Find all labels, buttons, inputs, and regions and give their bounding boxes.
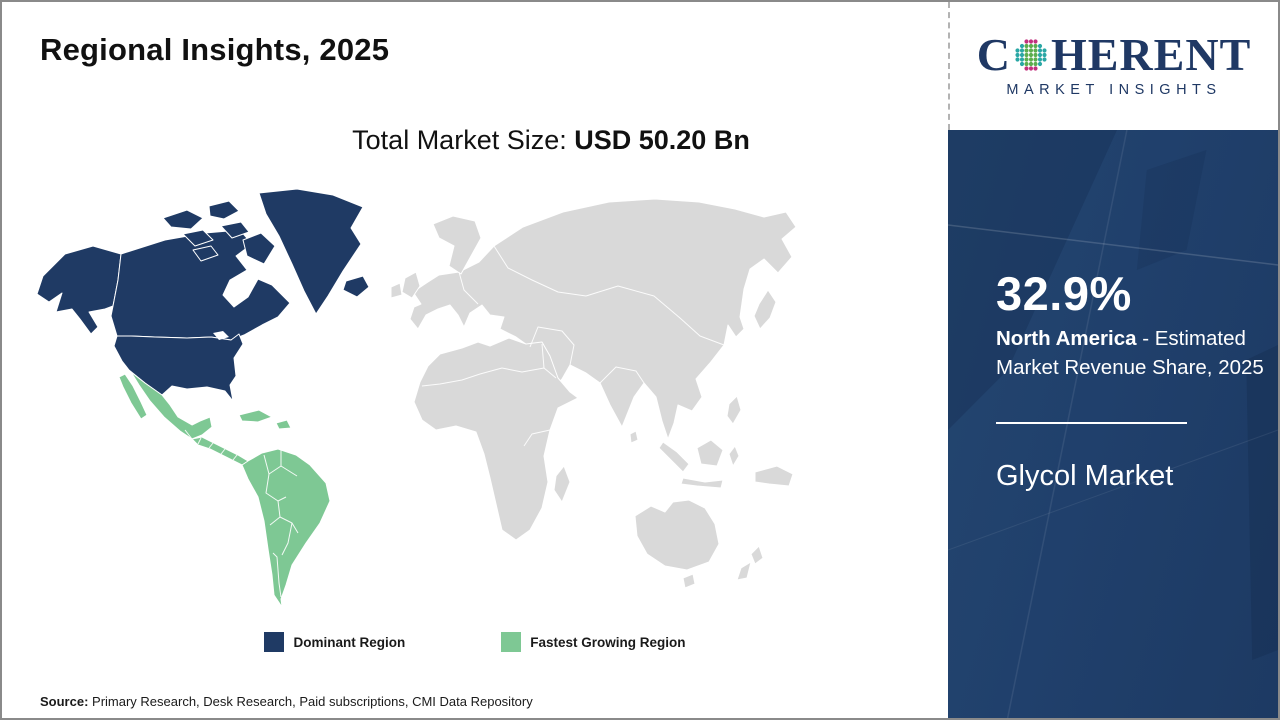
arctic-island (192, 245, 219, 262)
mexico (130, 371, 213, 440)
great-lakes (213, 331, 229, 340)
sulawesi (728, 445, 740, 467)
ireland (390, 282, 403, 299)
baffin-island (242, 232, 276, 265)
logo-letters-herent: HERENT (1050, 29, 1252, 80)
south-america (241, 448, 331, 608)
market-share-region: North America (996, 327, 1137, 350)
dominant-region-label: Dominant Region (293, 634, 406, 650)
cuba (238, 409, 273, 423)
borneo (696, 439, 724, 467)
africa (413, 337, 579, 541)
legend-item-dominant: Dominant Region (264, 632, 405, 652)
page-title: Regional Insights, 2025 (40, 32, 390, 67)
market-share-value: 32.9% (996, 267, 1132, 320)
australia (634, 499, 720, 571)
logo-letter-c: C (976, 29, 1011, 80)
scandinavia (432, 215, 482, 275)
market-share-caption: - Estimated Market Revenue Share, 2025 (996, 327, 1264, 380)
eurasia-landmass (409, 198, 797, 440)
central-america (191, 436, 249, 468)
arctic-island (162, 209, 204, 230)
greenland (258, 188, 364, 315)
market-share-description: North America - Estimated Market Revenue… (996, 324, 1268, 382)
source-text: Primary Research, Desk Research, Paid su… (92, 694, 533, 709)
logo-area: C HERENT MARKET INSIGHTS (948, 2, 1278, 130)
sri-lanka (629, 430, 639, 444)
iceland (342, 275, 370, 298)
fastest-region-label: Fastest Growing Region (530, 634, 686, 650)
japan (753, 289, 777, 330)
hispaniola (275, 419, 292, 430)
logo-globe-icon (1015, 39, 1047, 71)
total-market-size-label: Total Market Size: (352, 125, 567, 155)
latin-america-region (118, 371, 331, 608)
tasmania (682, 573, 696, 589)
philippines (726, 395, 742, 425)
arctic-island (208, 200, 240, 220)
brand-tagline: MARKET INSIGHTS (1006, 82, 1222, 98)
stats-sidebar: 32.9% North America - Estimated Market R… (948, 130, 1278, 718)
legend-item-fastest: Fastest Growing Region (501, 632, 686, 652)
north-america-region (36, 188, 370, 402)
rest-of-world-region (390, 198, 797, 589)
total-market-size-value: USD 50.20 Bn (574, 125, 750, 155)
main-content-area: Regional Insights, 2025 Total Market Siz… (2, 2, 948, 718)
java (680, 477, 724, 489)
arctic-island (220, 221, 250, 239)
new-zealand-north (750, 545, 764, 565)
sumatra (658, 441, 690, 473)
total-market-size: Total Market Size: USD 50.20 Bn (2, 125, 948, 156)
new-zealand-south (736, 561, 752, 581)
fastest-region-swatch (501, 632, 522, 652)
baja-california (118, 373, 148, 420)
madagascar (553, 465, 571, 503)
alaska (36, 245, 122, 335)
world-map (36, 188, 797, 608)
sidebar-map-texture (948, 130, 1278, 718)
source-note: Source: Primary Research, Desk Research,… (40, 694, 533, 709)
map-legend: Dominant Region Fastest Growing Region (2, 632, 948, 652)
divider-line (996, 422, 1187, 424)
source-label: Source: (40, 694, 89, 709)
new-guinea (754, 465, 794, 487)
united-kingdom (401, 271, 421, 299)
arctic-island (182, 229, 214, 247)
dominant-region-swatch (264, 632, 285, 652)
market-name: Glycol Market (996, 460, 1174, 492)
brand-logo: C HERENT (977, 32, 1252, 78)
